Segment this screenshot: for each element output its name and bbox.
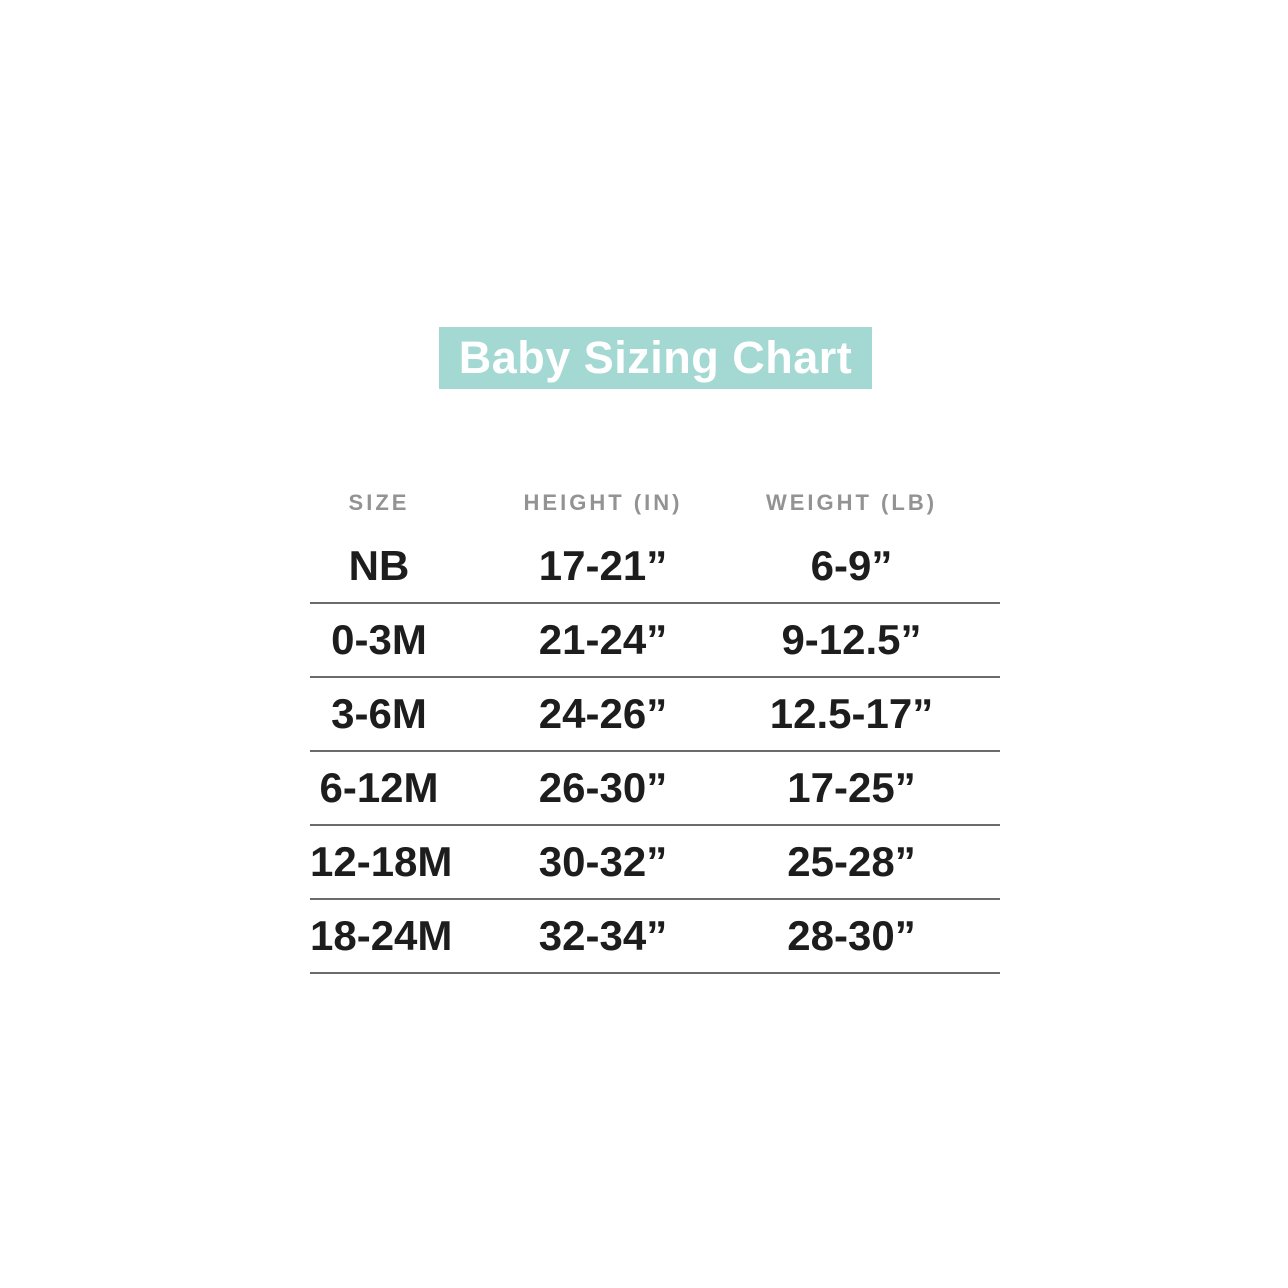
height-cell: 32-34” [538,912,668,959]
weight-cell: 25-28” [787,838,916,885]
table-row: 18-24M 32-34” 28-30” [310,900,1000,974]
weight-cell: 9-12.5” [781,616,922,663]
height-cell: 24-26” [538,690,668,737]
weight-cell: 6-9” [810,542,893,589]
column-header-weight: WEIGHT (LB) [765,490,938,515]
height-cell: 21-24” [538,616,668,663]
size-cell: 12-18M [310,838,453,885]
height-cell: 30-32” [538,838,668,885]
baby-sizing-table: SIZE HEIGHT (IN) WEIGHT (LB) NB 17-21” 6… [310,476,1000,974]
column-header-size: SIZE [348,490,410,515]
table-row: 12-18M 30-32” 25-28” [310,826,1000,900]
table-row: 6-12M 26-30” 17-25” [310,752,1000,826]
size-cell: 0-3M [331,616,427,663]
table-row: NB 17-21” 6-9” [310,530,1000,604]
table-row: 3-6M 24-26” 12.5-17” [310,678,1000,752]
height-cell: 26-30” [538,764,668,811]
column-header-height: HEIGHT (IN) [523,490,683,515]
page-title: Baby Sizing Chart [458,332,853,383]
weight-cell: 28-30” [787,912,916,959]
weight-cell: 12.5-17” [769,690,934,737]
size-cell: 18-24M [310,912,453,959]
size-cell: NB [348,542,410,589]
table-row: 0-3M 21-24” 9-12.5” [310,604,1000,678]
size-cell: 3-6M [331,690,427,737]
title-banner: Baby Sizing Chart [439,327,872,389]
height-cell: 17-21” [538,542,668,589]
size-cell: 6-12M [319,764,439,811]
weight-cell: 17-25” [787,764,916,811]
table-header-row: SIZE HEIGHT (IN) WEIGHT (LB) [310,476,1000,530]
